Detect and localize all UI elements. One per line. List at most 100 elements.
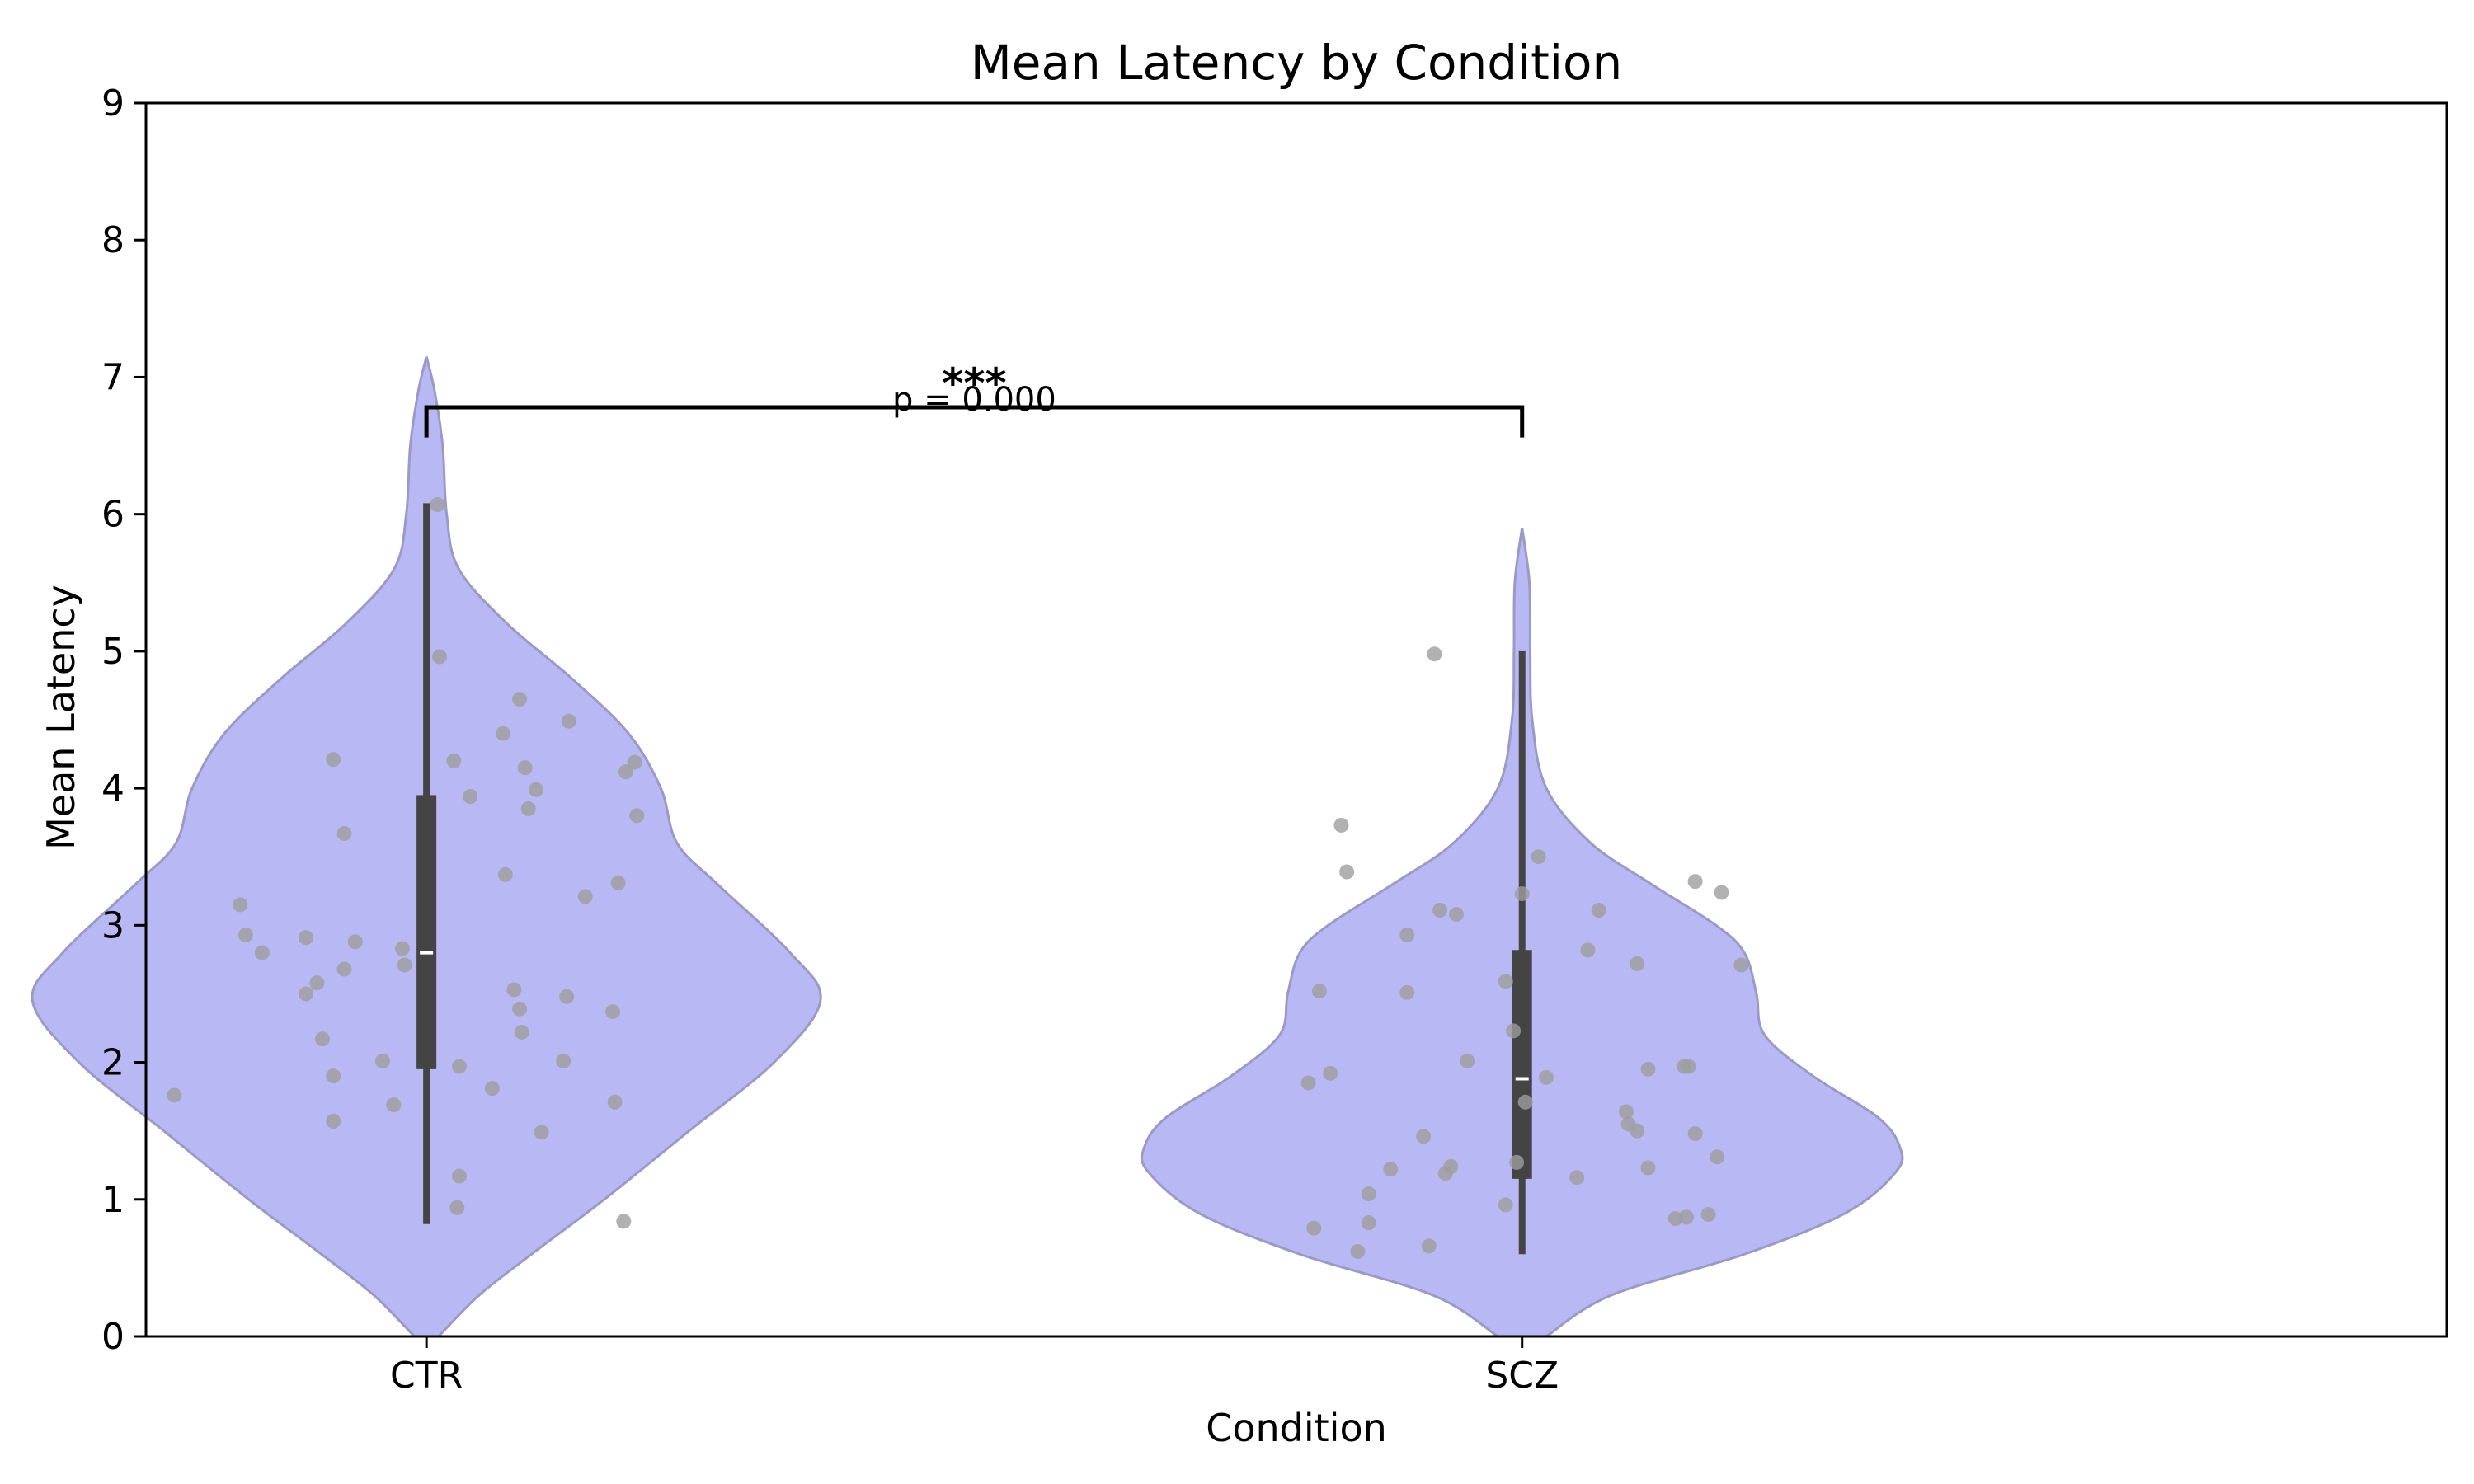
data-point (1416, 1129, 1432, 1144)
data-point (1640, 1061, 1656, 1077)
data-point (1700, 1207, 1716, 1223)
iqr-box (416, 795, 437, 1069)
data-point (394, 941, 410, 956)
data-point (326, 1114, 341, 1129)
data-point (1514, 886, 1530, 902)
data-point (616, 1214, 632, 1229)
data-point (514, 1024, 529, 1040)
y-tick-label: 7 (101, 356, 125, 398)
data-point (452, 1059, 467, 1074)
data-point (605, 1004, 620, 1020)
data-point (577, 889, 593, 904)
data-point (336, 825, 352, 841)
data-point (299, 986, 313, 1002)
data-point (1714, 885, 1729, 900)
plot-frame (144, 101, 2448, 1338)
data-point (1687, 1125, 1703, 1141)
y-tick-label: 0 (101, 1316, 125, 1358)
significance-bracket (424, 405, 1525, 438)
data-point (309, 975, 325, 991)
data-point (254, 945, 270, 960)
iqr-box (1512, 950, 1532, 1179)
y-tick-label: 8 (101, 219, 125, 261)
data-point (1399, 984, 1415, 1000)
data-point (1618, 1104, 1634, 1120)
data-point (534, 1125, 549, 1140)
data-point (1339, 864, 1355, 880)
data-point (1630, 956, 1645, 971)
y-tick-label: 4 (101, 768, 125, 810)
data-point (618, 764, 633, 780)
data-point (520, 801, 536, 817)
data-point (1630, 1123, 1645, 1139)
data-point (336, 961, 352, 977)
data-point (1498, 1197, 1513, 1213)
y-tick-label: 3 (101, 904, 125, 946)
data-point (506, 982, 522, 998)
y-tick-label: 6 (101, 494, 125, 536)
data-point (1399, 927, 1415, 942)
data-point (1449, 907, 1464, 923)
data-point (1710, 1149, 1725, 1165)
plot-area: CTR SCZ 0 1 2 3 4 5 6 7 8 9 ***p = 0.000 (31, 82, 1904, 1397)
data-point (556, 1053, 571, 1068)
data-point (1531, 849, 1546, 865)
data-point (1569, 1170, 1585, 1186)
significance-stars: *** (942, 359, 1006, 407)
violin-group-scz: SCZ (1141, 528, 1904, 1397)
violin-group-ctr: CTR (31, 356, 822, 1397)
data-point (1517, 1094, 1533, 1110)
data-point (375, 1053, 390, 1068)
x-tick-label: SCZ (1485, 1355, 1559, 1397)
data-point (1427, 646, 1442, 662)
data-point (1432, 903, 1448, 918)
data-point (607, 1094, 623, 1110)
data-point (1687, 874, 1703, 890)
data-point (1311, 984, 1327, 999)
data-point (1306, 1220, 1322, 1236)
data-point (561, 713, 576, 729)
data-point (1333, 817, 1349, 833)
data-point (1383, 1162, 1399, 1177)
data-point (314, 1031, 330, 1047)
data-point (1667, 1211, 1683, 1227)
y-tick-label: 2 (101, 1042, 125, 1084)
data-point (1498, 974, 1513, 989)
data-point (512, 1001, 528, 1017)
data-point (497, 866, 513, 882)
data-point (430, 497, 445, 513)
data-point (1361, 1215, 1376, 1231)
data-point (610, 875, 626, 890)
data-point (1443, 1158, 1459, 1174)
data-point (512, 692, 528, 707)
data-point (326, 1068, 341, 1084)
y-tick-label: 1 (101, 1179, 125, 1221)
data-point (1538, 1069, 1554, 1085)
data-point (1580, 942, 1596, 958)
data-point (627, 754, 642, 770)
chart-title: Mean Latency by Condition (971, 35, 1623, 91)
data-point (1681, 1059, 1696, 1074)
y-tick-label: 9 (101, 82, 125, 124)
data-point (1591, 903, 1606, 918)
x-tick-label: CTR (390, 1355, 463, 1397)
data-point (386, 1097, 402, 1113)
x-axis-label: Condition (1206, 1406, 1387, 1450)
data-point (446, 753, 462, 768)
data-point (1350, 1243, 1366, 1259)
p-value-label: p = 0.000 (892, 381, 1056, 419)
data-point (517, 760, 533, 776)
data-point (629, 808, 645, 824)
data-point (1506, 1023, 1522, 1039)
data-point (167, 1087, 182, 1103)
data-point (397, 957, 412, 973)
data-point (1509, 1154, 1525, 1170)
data-point (529, 782, 543, 797)
data-point (1640, 1160, 1656, 1176)
y-axis-label: Mean Latency (39, 585, 83, 850)
data-point (1421, 1238, 1437, 1254)
data-point (432, 649, 448, 665)
data-point (233, 897, 248, 913)
data-point (496, 726, 511, 741)
